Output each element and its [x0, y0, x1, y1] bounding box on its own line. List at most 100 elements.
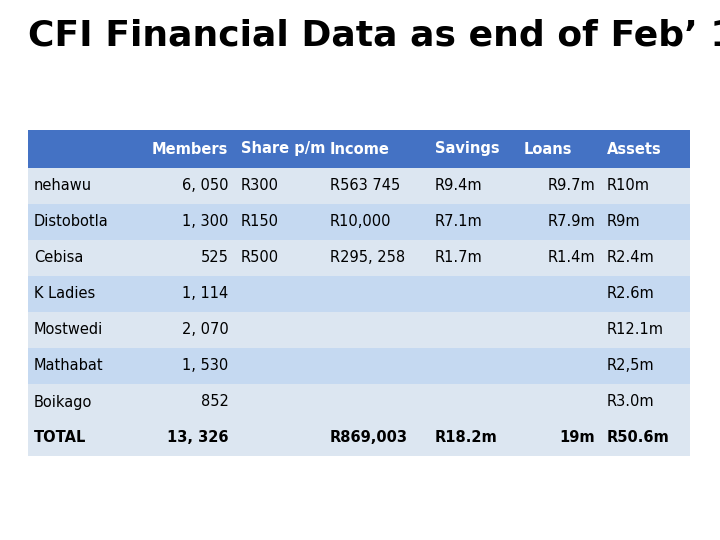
Bar — [235, 204, 323, 240]
Bar — [601, 130, 690, 168]
Bar — [428, 420, 518, 456]
Bar — [428, 130, 518, 168]
Text: R1.7m: R1.7m — [435, 251, 482, 266]
Bar — [235, 168, 323, 204]
Text: 1, 530: 1, 530 — [182, 359, 229, 374]
Bar — [601, 204, 690, 240]
Text: R18.2m: R18.2m — [435, 430, 498, 445]
Bar — [428, 276, 518, 312]
Text: R50.6m: R50.6m — [607, 430, 670, 445]
Text: Income: Income — [330, 141, 390, 157]
Bar — [28, 348, 145, 384]
Text: R300: R300 — [240, 179, 279, 193]
Bar — [428, 204, 518, 240]
Bar — [518, 384, 601, 420]
Text: R10,000: R10,000 — [330, 214, 391, 230]
Bar — [235, 240, 323, 276]
Bar — [235, 384, 323, 420]
Text: R500: R500 — [240, 251, 279, 266]
Bar — [428, 240, 518, 276]
Text: 525: 525 — [201, 251, 229, 266]
Bar — [601, 168, 690, 204]
Bar — [145, 348, 235, 384]
Bar — [428, 348, 518, 384]
Bar — [323, 348, 428, 384]
Text: R7.1m: R7.1m — [435, 214, 482, 230]
Bar — [323, 240, 428, 276]
Bar — [518, 276, 601, 312]
Bar — [28, 420, 145, 456]
Bar — [28, 312, 145, 348]
Text: R10m: R10m — [607, 179, 650, 193]
Text: K Ladies: K Ladies — [34, 287, 95, 301]
Bar — [145, 420, 235, 456]
Bar — [28, 130, 145, 168]
Bar — [323, 384, 428, 420]
Bar — [601, 420, 690, 456]
Bar — [145, 168, 235, 204]
Text: Members: Members — [152, 141, 228, 157]
Text: 852: 852 — [201, 395, 229, 409]
Text: R2.6m: R2.6m — [607, 287, 654, 301]
Bar — [518, 204, 601, 240]
Text: R9m: R9m — [607, 214, 641, 230]
Text: Mathabat: Mathabat — [34, 359, 104, 374]
Bar — [145, 130, 235, 168]
Text: R563 745: R563 745 — [330, 179, 400, 193]
Text: R7.9m: R7.9m — [547, 214, 595, 230]
Bar — [601, 240, 690, 276]
Bar — [323, 420, 428, 456]
Text: R150: R150 — [240, 214, 279, 230]
Bar — [518, 312, 601, 348]
Text: 1, 300: 1, 300 — [182, 214, 229, 230]
Text: nehawu: nehawu — [34, 179, 92, 193]
Text: R9.7m: R9.7m — [547, 179, 595, 193]
Text: R869,003: R869,003 — [330, 430, 408, 445]
Text: R1.4m: R1.4m — [547, 251, 595, 266]
Text: R12.1m: R12.1m — [607, 322, 664, 338]
Bar — [601, 384, 690, 420]
Text: 13, 326: 13, 326 — [167, 430, 229, 445]
Bar — [28, 384, 145, 420]
Bar — [235, 420, 323, 456]
Bar — [323, 312, 428, 348]
Bar — [28, 204, 145, 240]
Bar — [145, 312, 235, 348]
Text: 1, 114: 1, 114 — [182, 287, 229, 301]
Text: Cebisa: Cebisa — [34, 251, 84, 266]
Text: R2.4m: R2.4m — [607, 251, 654, 266]
Bar — [323, 204, 428, 240]
Bar — [28, 168, 145, 204]
Bar — [518, 420, 601, 456]
Bar — [428, 312, 518, 348]
Bar — [323, 276, 428, 312]
Text: Mostwedi: Mostwedi — [34, 322, 103, 338]
Text: TOTAL: TOTAL — [34, 430, 86, 445]
Bar — [28, 276, 145, 312]
Bar — [145, 384, 235, 420]
Text: Savings: Savings — [435, 141, 499, 157]
Bar — [145, 276, 235, 312]
Bar — [145, 204, 235, 240]
Bar — [28, 240, 145, 276]
Bar — [323, 168, 428, 204]
Bar — [518, 348, 601, 384]
Bar — [235, 130, 323, 168]
Text: R3.0m: R3.0m — [607, 395, 654, 409]
Bar — [601, 348, 690, 384]
Text: Boikago: Boikago — [34, 395, 92, 409]
Text: R9.4m: R9.4m — [435, 179, 482, 193]
Bar — [235, 348, 323, 384]
Text: R295, 258: R295, 258 — [330, 251, 405, 266]
Bar — [235, 312, 323, 348]
Text: CFI Financial Data as end of Feb’ 14: CFI Financial Data as end of Feb’ 14 — [28, 18, 720, 52]
Text: Assets: Assets — [607, 141, 662, 157]
Bar — [145, 240, 235, 276]
Text: R2,5m: R2,5m — [607, 359, 654, 374]
Bar — [323, 130, 428, 168]
Bar — [428, 384, 518, 420]
Text: Distobotla: Distobotla — [34, 214, 109, 230]
Bar — [518, 240, 601, 276]
Bar — [601, 312, 690, 348]
Text: 2, 070: 2, 070 — [182, 322, 229, 338]
